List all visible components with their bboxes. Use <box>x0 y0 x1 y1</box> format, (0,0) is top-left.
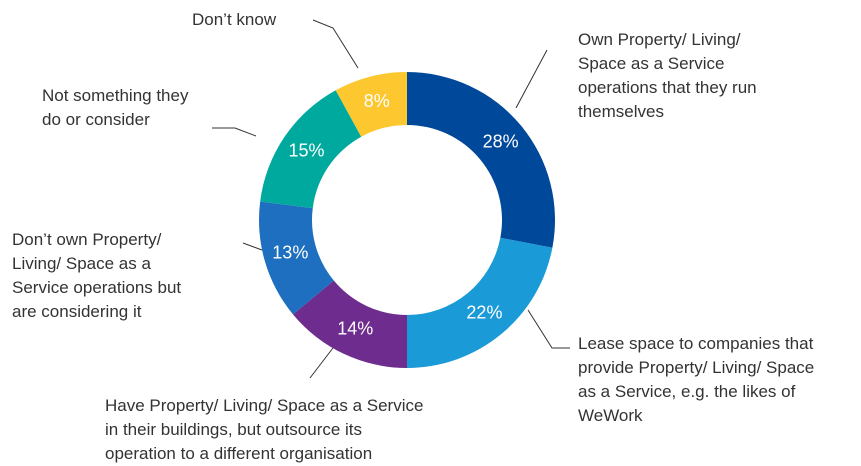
leader-line <box>527 309 570 349</box>
value-label: 15% <box>288 140 324 160</box>
donut-slice <box>407 72 556 248</box>
slice-label: Lease space to companies that provide Pr… <box>578 334 815 425</box>
leader-line <box>242 242 263 251</box>
donut-slice <box>259 201 334 315</box>
leader-line <box>515 49 548 109</box>
donut-slice <box>407 237 553 368</box>
leader-line <box>309 343 337 379</box>
slice-label: Don’t know <box>192 10 277 29</box>
donut-slice <box>292 280 407 368</box>
value-label: 8% <box>364 91 390 111</box>
value-label: 13% <box>272 243 308 263</box>
slice-label: Have Property/ Living/ Space as a Servic… <box>105 396 424 463</box>
slice-label: Don’t own Property/ Living/ Space as a S… <box>12 230 182 321</box>
donut-slice <box>260 90 362 209</box>
value-label: 28% <box>483 131 519 151</box>
value-label: 22% <box>466 302 502 322</box>
donut-slice <box>335 72 407 137</box>
leader-line <box>212 127 257 137</box>
slice-label: Own Property/ Living/ Space as a Service… <box>578 30 757 121</box>
leader-line <box>312 19 359 69</box>
value-label: 14% <box>337 319 373 339</box>
slice-label: Not something they do or consider <box>42 86 189 129</box>
